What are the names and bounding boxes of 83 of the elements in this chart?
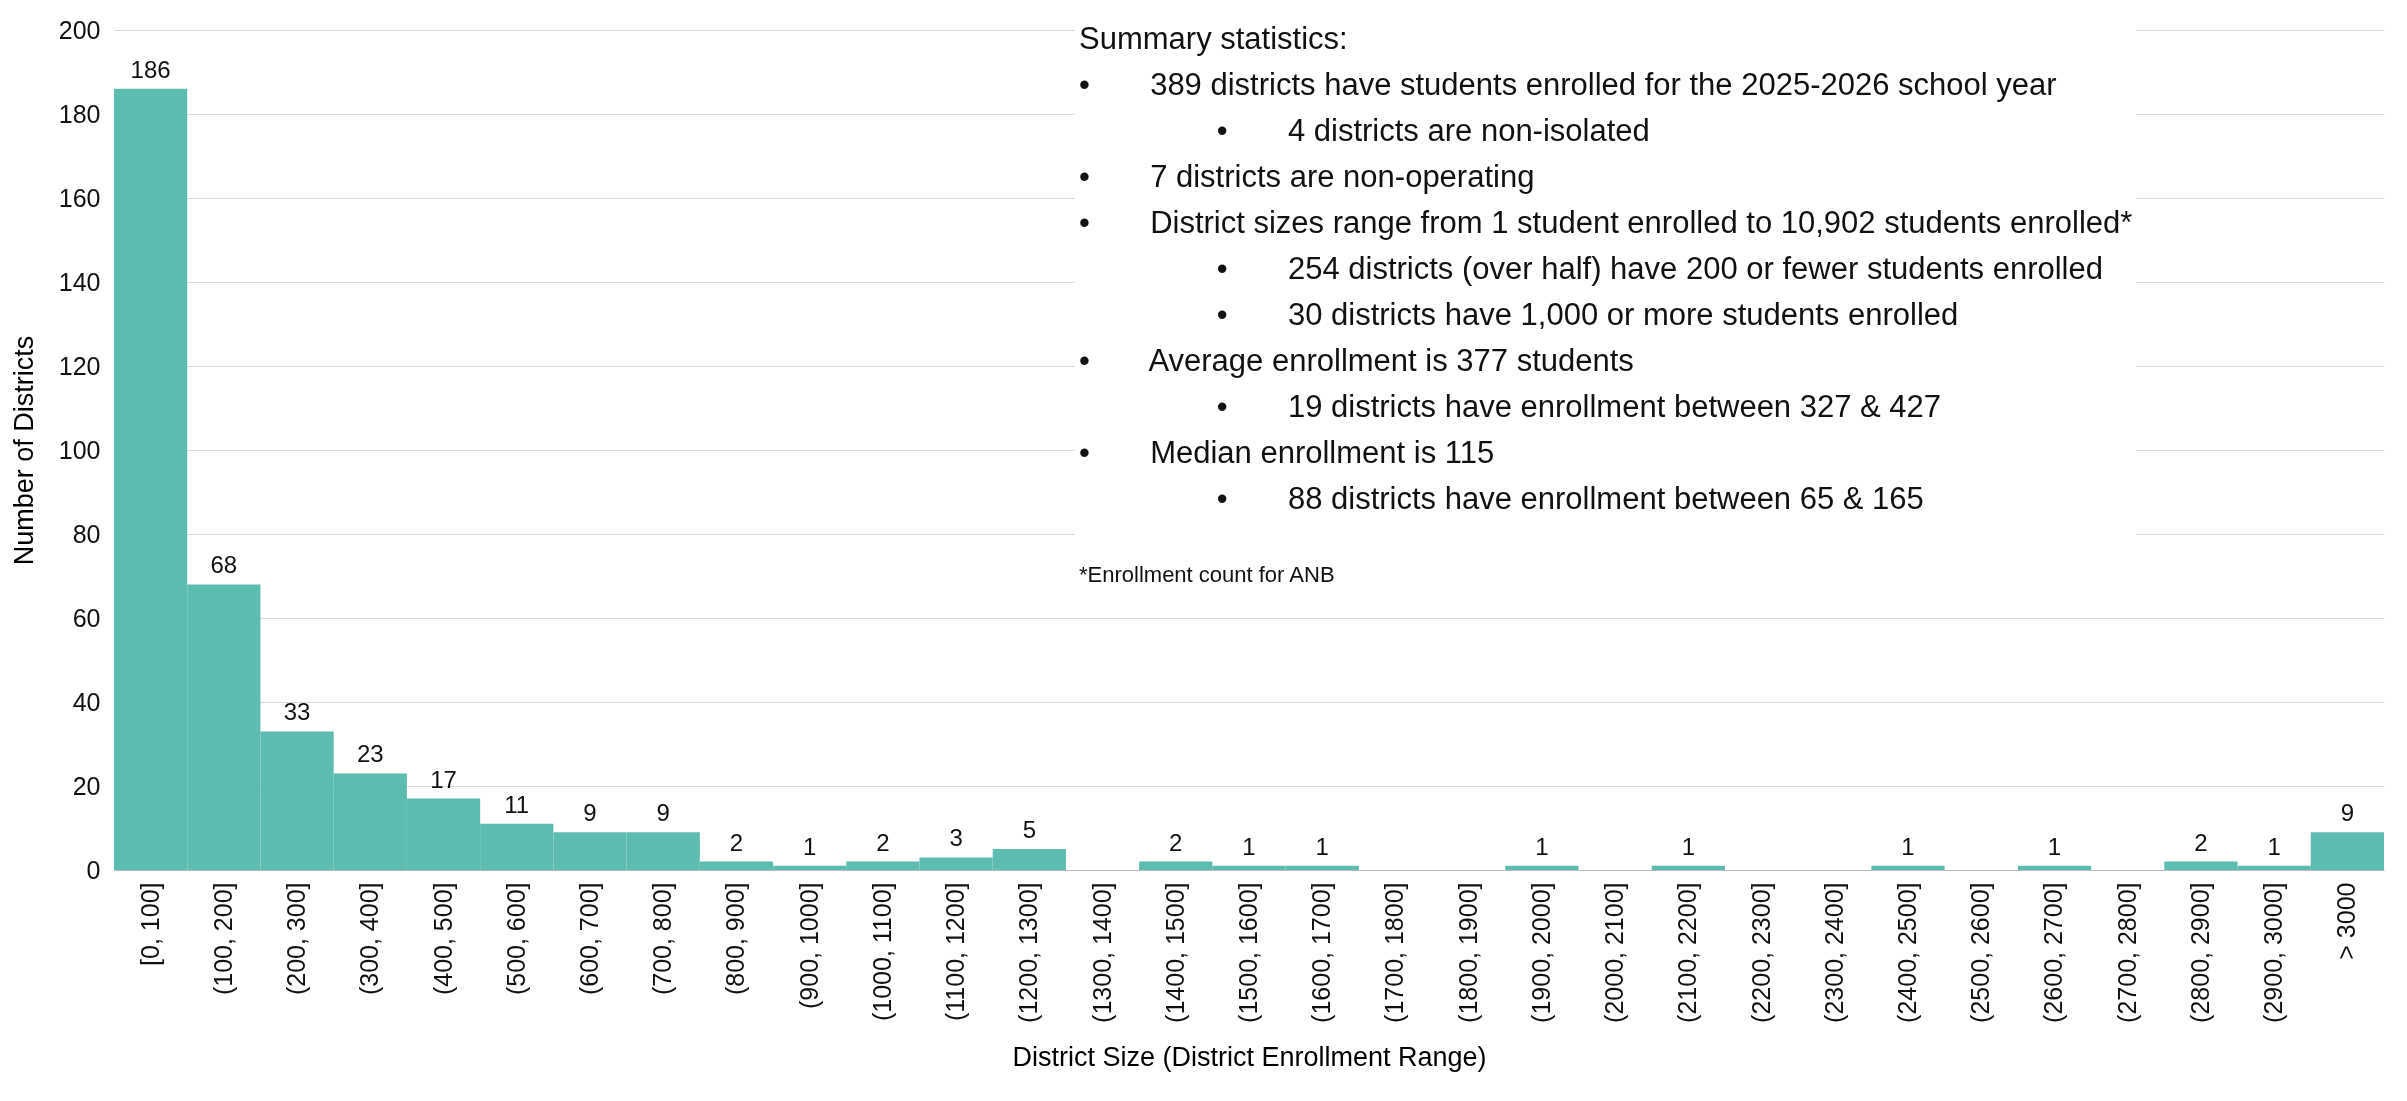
annotation: • Average enrollment is 377 students [1079,342,1635,380]
data-label: 1 [2047,832,2062,860]
data-label: 2 [876,828,890,856]
data-label: 1 [1901,832,1915,860]
x-tick-label: (2400, 2500] [1893,882,1922,1023]
annotation: • District sizes range from 1 student enrolled to 10,902 students enrolled* [1079,204,2133,242]
x-tick-label: (1900, 2000] [1526,882,1555,1023]
data-label: 1 [1535,832,1549,860]
x-axis-title: District Size (District Enrollment Range) [1012,1041,1487,1072]
annotation: • 19 districts have enrollment between 327 & 427 [1215,388,1943,426]
x-tick-label: (1000, 1100] [867,882,896,1022]
annotation: • 88 districts have enrollment between 65 & 165 [1215,480,1925,518]
data-label: 9 [2340,799,2355,827]
data-label: 2 [1169,828,1183,856]
data-label: 2 [729,828,744,856]
x-tick-label: > 3000 [2332,882,2361,960]
x-tick-label: (2500, 2600] [1966,882,1995,1023]
x-tick-label: [0, 100] [135,882,164,966]
x-tick-label: (400, 500] [428,882,457,996]
data-label: 2 [2194,828,2208,856]
y-tick-label: 80 [72,519,101,548]
data-label: 1 [802,832,817,860]
x-tick-label: (1500, 1600] [1234,882,1262,1023]
annotation: • 4 districts are non-isolated [1215,112,1651,150]
annotation: • 389 districts have students enrolled for the 2025-2026 school year [1079,66,2058,104]
y-axis-title: Number of Districts [8,335,39,566]
x-tick-label: (2100, 2200] [1673,882,1702,1023]
x-tick-label: (2800, 2900] [2185,882,2214,1023]
x-tick-label: (1300, 1400] [1087,882,1116,1023]
annotation: • 254 districts (over half) have 200 or fewer students enrolled [1215,250,2104,288]
data-label: 5 [1022,816,1036,843]
x-tick-label: (2200, 2300] [1746,882,1775,1023]
bar [1505,865,1579,870]
x-tick-label: (700, 800] [648,882,677,996]
y-tick-label: 60 [72,603,101,632]
bar [1871,865,1945,870]
x-tick-label: (1200, 1300] [1014,882,1043,1023]
x-tick-label: (2300, 2400] [1819,882,1848,1023]
x-tick-label: (2600, 2700] [2039,882,2068,1023]
y-tick-label: 160 [58,183,101,212]
y-tick-label: 0 [86,855,101,884]
data-label: 3 [949,824,963,852]
annotation: Summary statistics: [1079,20,1349,58]
data-label: 1 [2267,832,2281,860]
data-label: 9 [583,799,597,827]
data-label: 1 [1242,832,1256,860]
x-tick-label: (2000, 2100] [1600,882,1629,1023]
data-label: 17 [430,765,457,793]
annotation: • 7 districts are non-operating [1079,158,1536,196]
data-label: 9 [656,799,670,827]
data-label: 11 [504,790,530,818]
y-tick-label: 20 [72,771,101,800]
x-tick-label: (900, 1000] [794,882,823,1009]
x-tick-label: (1600, 1700] [1307,882,1336,1023]
x-tick-label: (1700, 1800] [1380,882,1409,1023]
y-tick-label: 120 [58,351,101,380]
y-tick-label: 40 [72,687,101,716]
x-tick-label: (1100, 1200] [941,882,970,1022]
x-tick-label: (600, 700] [574,882,603,996]
annotation: • 30 districts have 1,000 or more students enrolled [1215,296,1960,334]
annotation: • Median enrollment is 115 [1079,434,1496,472]
x-tick-label: (100, 200] [208,882,237,996]
data-label: 23 [356,740,384,768]
data-label: 68 [210,551,238,579]
x-tick-label: (1800, 1900] [1453,882,1482,1023]
x-tick-label: (2900, 3000] [2259,882,2288,1023]
data-label: 1 [1315,832,1329,860]
x-tick-label: (300, 400] [355,882,384,996]
data-label: 33 [283,698,311,726]
x-tick-label: (1400, 1500] [1160,882,1189,1023]
x-tick-label: (800, 900] [721,882,750,996]
x-tick-label: (500, 600] [501,882,530,996]
data-label: 186 [130,55,171,83]
x-tick-label: (200, 300] [282,882,311,996]
y-tick-label: 180 [58,99,101,128]
y-tick-label: 200 [58,15,101,44]
data-label: 1 [1681,832,1696,860]
annotation: *Enrollment count for ANB [1079,561,1336,589]
bar [2017,865,2092,870]
y-tick-label: 140 [58,267,101,296]
x-tick-label: (2700, 2800] [2112,882,2141,1023]
y-tick-label: 100 [58,435,101,464]
bar [1651,865,1725,870]
